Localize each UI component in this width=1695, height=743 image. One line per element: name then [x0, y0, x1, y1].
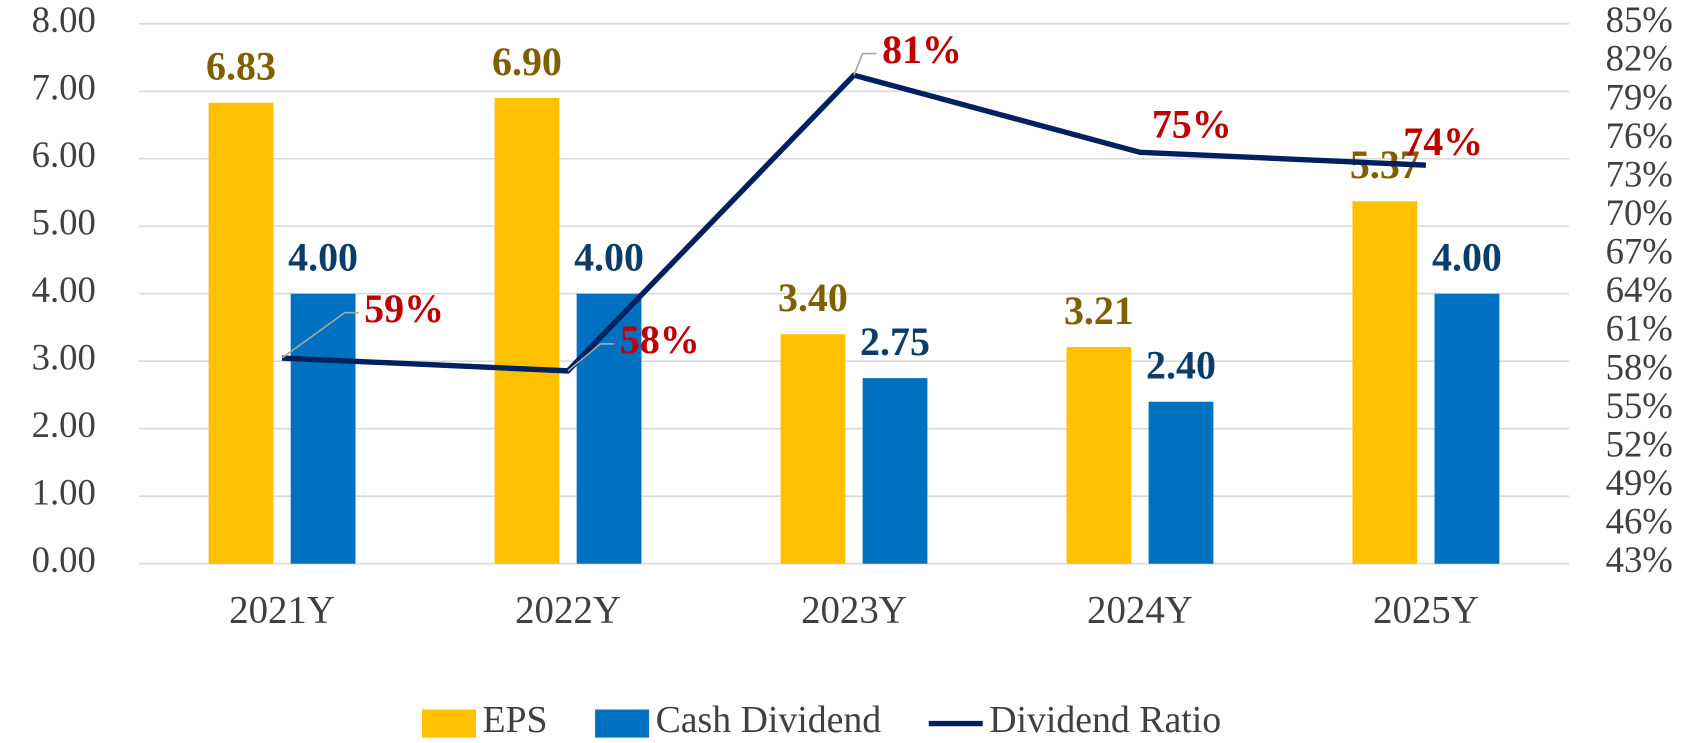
- data-label: 58%: [620, 317, 700, 362]
- y-tick-label: 1.00: [32, 472, 96, 513]
- data-label: 3.21: [1064, 288, 1134, 333]
- bar: [576, 293, 642, 564]
- bar: [494, 98, 560, 564]
- legend-swatch: [422, 709, 476, 738]
- y-tick-label: 3.00: [32, 337, 96, 378]
- y2-tick-label: 67%: [1606, 231, 1673, 272]
- leader-line: [853, 52, 877, 76]
- y-tick-label: 2.00: [32, 404, 96, 445]
- bar: [290, 293, 356, 564]
- y2-tick-label: 49%: [1606, 462, 1673, 503]
- data-label: 3.40: [778, 275, 848, 320]
- legend-label: Cash Dividend: [656, 699, 882, 741]
- bar: [208, 102, 274, 564]
- data-label: 4.00: [288, 235, 358, 280]
- y2-tick-label: 61%: [1606, 308, 1673, 349]
- y-tick-label: 8.00: [32, 0, 96, 40]
- bar: [1434, 293, 1500, 564]
- legend-label: Dividend Ratio: [989, 699, 1221, 741]
- y2-tick-label: 70%: [1606, 192, 1673, 233]
- y2-tick-label: 82%: [1606, 38, 1673, 79]
- y-tick-label: 4.00: [32, 269, 96, 310]
- legend-swatch: [595, 709, 650, 738]
- y-tick-label: 6.00: [32, 134, 96, 175]
- data-label: 6.90: [492, 39, 562, 84]
- x-tick-label: 2023Y: [801, 588, 907, 631]
- x-tick-label: 2021Y: [229, 588, 335, 631]
- leader-line: [281, 311, 359, 359]
- y2-tick-label: 43%: [1606, 539, 1673, 580]
- y2-tick-label: 73%: [1606, 153, 1673, 194]
- data-label: 59%: [364, 286, 444, 331]
- y-tick-label: 5.00: [32, 202, 96, 243]
- leader-line: [567, 343, 615, 372]
- bar: [1066, 347, 1132, 564]
- y2-tick-label: 85%: [1606, 0, 1673, 40]
- y2-tick-label: 46%: [1606, 501, 1673, 542]
- bar: [862, 378, 928, 564]
- y2-tick-label: 58%: [1606, 346, 1673, 387]
- bar: [1352, 201, 1418, 564]
- x-tick-label: 2024Y: [1087, 588, 1193, 631]
- data-label: 74%: [1403, 119, 1483, 164]
- data-label: 2.40: [1146, 343, 1216, 388]
- data-label: 4.00: [574, 235, 644, 280]
- data-label: 6.83: [206, 44, 276, 89]
- data-label: 81%: [882, 27, 962, 72]
- y-tick-label: 7.00: [32, 67, 96, 108]
- data-label: 2.75: [860, 319, 930, 364]
- line: [281, 72, 1427, 374]
- x-tick-label: 2022Y: [515, 588, 621, 631]
- y2-tick-label: 52%: [1606, 423, 1673, 464]
- data-label: 75%: [1152, 102, 1232, 147]
- bar: [1148, 401, 1214, 564]
- y2-tick-label: 64%: [1606, 269, 1673, 310]
- x-tick-label: 2025Y: [1373, 588, 1479, 631]
- y2-tick-label: 76%: [1606, 115, 1673, 156]
- y2-tick-label: 79%: [1606, 76, 1673, 117]
- y2-tick-label: 55%: [1606, 385, 1673, 426]
- bar: [780, 334, 846, 564]
- legend-label: EPS: [482, 699, 547, 741]
- y-tick-label: 0.00: [32, 539, 96, 580]
- data-label: 4.00: [1432, 235, 1502, 280]
